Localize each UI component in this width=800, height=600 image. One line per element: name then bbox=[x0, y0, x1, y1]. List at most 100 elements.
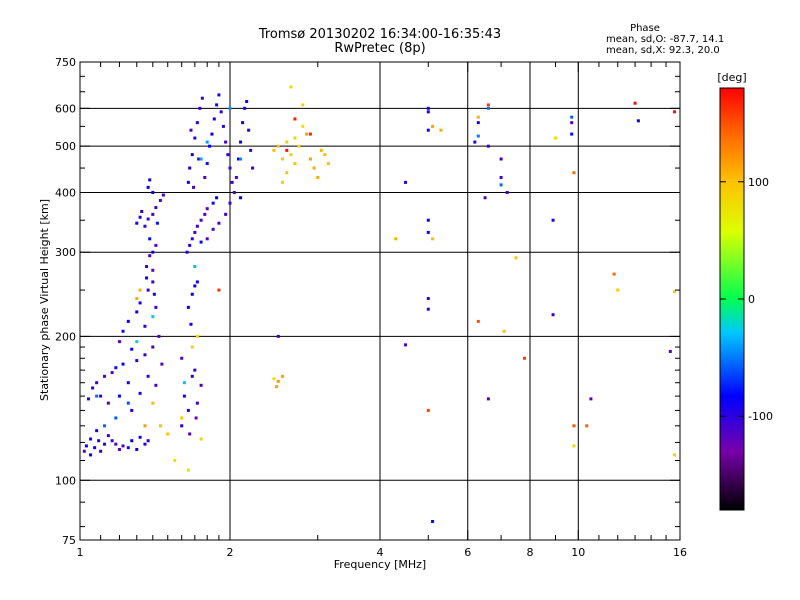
data-point bbox=[308, 157, 312, 161]
data-point bbox=[199, 157, 203, 161]
data-point bbox=[173, 458, 177, 462]
x-tick-labels: 1 2 4 6 8 10 16 bbox=[77, 546, 688, 559]
data-point bbox=[135, 310, 139, 314]
data-point bbox=[215, 103, 219, 107]
data-point bbox=[293, 117, 297, 121]
data-point bbox=[146, 374, 150, 378]
data-point bbox=[236, 157, 240, 161]
data-point bbox=[154, 206, 158, 210]
data-point bbox=[572, 171, 576, 175]
data-point bbox=[151, 250, 155, 254]
data-point bbox=[126, 401, 130, 405]
data-point bbox=[148, 178, 152, 182]
data-point bbox=[323, 153, 327, 157]
data-point bbox=[130, 347, 134, 351]
data-point bbox=[249, 148, 253, 152]
data-point bbox=[148, 237, 152, 241]
data-point bbox=[160, 362, 164, 366]
data-point bbox=[103, 424, 107, 428]
data-point bbox=[585, 424, 589, 428]
y-tick-labels: 75 100 200 300 400 500 600 750 bbox=[55, 56, 76, 547]
data-point bbox=[301, 124, 305, 128]
data-point bbox=[217, 288, 221, 292]
data-point bbox=[158, 198, 162, 202]
x-tick-label: 4 bbox=[377, 546, 384, 559]
data-point bbox=[143, 353, 147, 357]
data-point bbox=[117, 447, 121, 451]
x-tick-label: 10 bbox=[571, 546, 585, 559]
data-point bbox=[211, 227, 215, 231]
colorbar-tick-label: 0 bbox=[748, 293, 755, 306]
data-point bbox=[130, 439, 134, 443]
y-tick-label: 300 bbox=[55, 246, 76, 259]
data-point bbox=[281, 157, 285, 161]
data-point bbox=[182, 381, 186, 385]
data-point bbox=[192, 185, 196, 189]
data-point bbox=[148, 254, 152, 258]
data-point bbox=[245, 100, 249, 104]
data-point bbox=[190, 345, 194, 349]
data-point bbox=[476, 319, 480, 323]
data-point bbox=[612, 272, 616, 276]
data-point bbox=[281, 180, 285, 184]
data-point bbox=[247, 128, 251, 132]
data-point bbox=[476, 134, 480, 138]
x-tick-label: 8 bbox=[527, 546, 534, 559]
data-point bbox=[193, 284, 197, 288]
data-point bbox=[239, 157, 243, 161]
data-point bbox=[570, 121, 574, 125]
data-point bbox=[91, 386, 95, 390]
y-tick-label: 400 bbox=[55, 186, 76, 199]
data-point bbox=[143, 224, 147, 228]
data-point bbox=[189, 128, 193, 132]
data-point bbox=[673, 110, 677, 114]
data-point bbox=[190, 374, 194, 378]
data-point bbox=[289, 153, 293, 157]
data-point bbox=[130, 408, 134, 412]
data-point bbox=[426, 128, 430, 132]
data-point bbox=[84, 444, 88, 448]
data-point bbox=[199, 240, 203, 244]
data-point bbox=[151, 212, 155, 216]
data-point bbox=[224, 140, 228, 144]
data-point bbox=[426, 106, 430, 110]
data-point bbox=[198, 106, 202, 110]
data-point bbox=[151, 401, 155, 405]
data-point bbox=[95, 394, 99, 398]
data-point bbox=[203, 212, 207, 216]
data-point bbox=[199, 218, 203, 222]
data-point bbox=[110, 371, 114, 375]
data-point bbox=[143, 442, 147, 446]
data-point bbox=[82, 449, 86, 453]
data-point bbox=[673, 453, 677, 457]
data-point bbox=[301, 103, 305, 107]
data-point bbox=[551, 313, 555, 317]
data-point bbox=[126, 446, 130, 450]
chart-title-line1: Tromsø 20130202 16:34:00-16:35:43 bbox=[258, 27, 502, 42]
data-point bbox=[572, 424, 576, 428]
data-point bbox=[523, 356, 527, 360]
data-point bbox=[151, 345, 155, 349]
data-point bbox=[106, 401, 110, 405]
data-point bbox=[138, 301, 142, 305]
data-point bbox=[483, 196, 487, 200]
data-point bbox=[110, 439, 114, 443]
data-point bbox=[326, 161, 330, 165]
data-point bbox=[224, 212, 228, 216]
data-point bbox=[121, 444, 125, 448]
data-point bbox=[673, 290, 677, 294]
data-point bbox=[205, 237, 209, 241]
data-point bbox=[199, 437, 203, 441]
data-point bbox=[226, 153, 230, 157]
data-point bbox=[616, 288, 620, 292]
data-point bbox=[203, 175, 207, 179]
data-point bbox=[135, 359, 139, 363]
y-tick-label: 100 bbox=[55, 474, 76, 487]
data-point bbox=[114, 442, 118, 446]
data-point bbox=[212, 117, 216, 121]
data-point bbox=[97, 439, 101, 443]
axis-ticks bbox=[79, 61, 681, 541]
data-point bbox=[228, 106, 232, 110]
data-point bbox=[426, 297, 430, 301]
data-point bbox=[190, 153, 194, 157]
